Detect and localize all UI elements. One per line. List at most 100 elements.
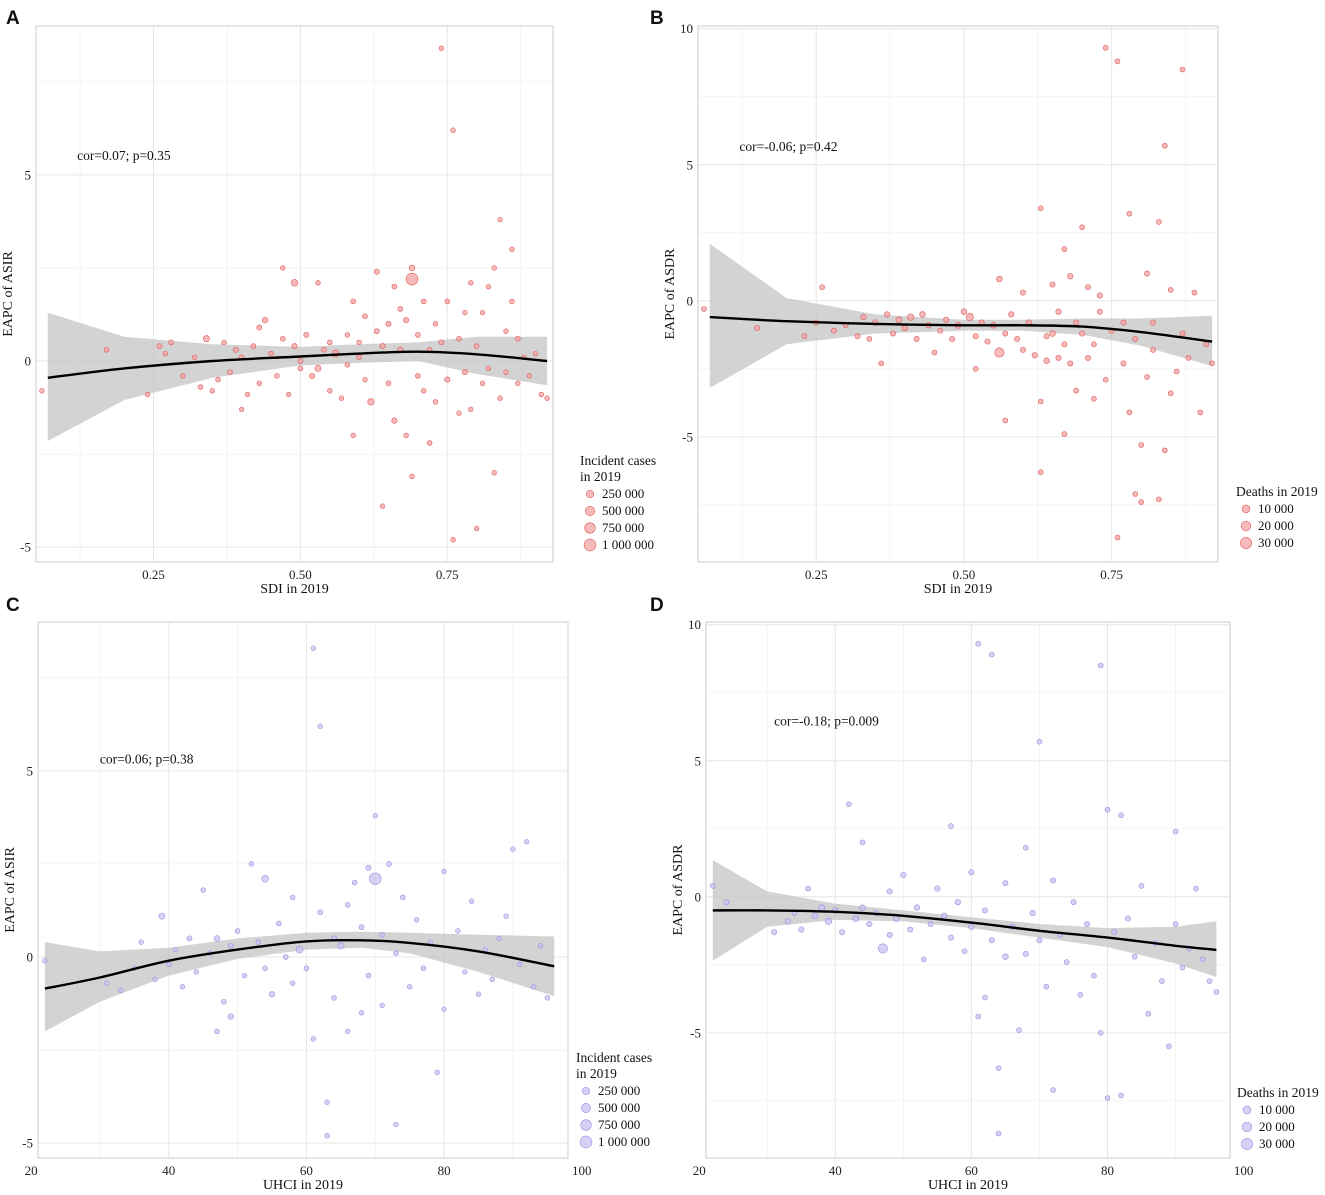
panel-d-data-point <box>1206 978 1213 984</box>
panel-c-data-point <box>186 935 193 942</box>
panel-c-data-point <box>193 969 199 975</box>
panel-b-data-point <box>965 313 974 322</box>
panel-d-data-point <box>941 912 948 919</box>
panel-a-data-point <box>39 388 45 394</box>
panel-c-data-point <box>317 723 323 729</box>
panel-a-legend-label: 750 000 <box>602 520 644 535</box>
panel-b-data-point <box>960 308 968 315</box>
panel-letter-c: C <box>6 595 20 616</box>
panel-b-data-point <box>972 366 979 372</box>
panel-a-legend-key <box>585 506 595 516</box>
panel-d-x-tick-label: 80 <box>1101 1163 1114 1178</box>
panel-a-data-point <box>344 332 351 338</box>
panel-c-data-point <box>276 920 282 927</box>
panel-c-data-point <box>496 935 502 942</box>
panel-a-data-point <box>367 398 375 406</box>
panel-d-data-point <box>982 907 988 914</box>
panel-a-data-point <box>450 537 456 543</box>
panel-a-legend-label: 500 000 <box>602 503 644 518</box>
panel-c-data-point <box>117 987 124 994</box>
panel-a-y-tick-label: -5 <box>20 540 31 555</box>
panel-a-data-point <box>497 216 503 223</box>
panel-c-data-point <box>379 931 385 938</box>
panel-d-data-point <box>989 651 995 658</box>
panel-c-data-point <box>295 945 304 954</box>
panel-c-data-point <box>262 965 268 971</box>
panel-b-data-point <box>1085 354 1091 361</box>
panel-b-y-tick-label: 0 <box>687 293 694 308</box>
panel-d-data-point <box>1063 959 1070 965</box>
panel-d-correlation-annotation: cor=-0.18; p=0.009 <box>774 713 879 728</box>
panel-d-data-point <box>866 920 873 928</box>
panel-a-data-point <box>356 339 362 346</box>
panel-c-data-point <box>303 965 310 971</box>
panel-d-data-point <box>886 931 893 938</box>
panel-b-data-point <box>949 335 956 342</box>
panel-d-frame <box>705 621 1231 1159</box>
panel-d-y-axis-title: EAPC of ASDR <box>671 844 686 936</box>
panel-b-data-point <box>1179 66 1186 73</box>
panel-a-data-point <box>250 343 257 349</box>
panel-letter-d: D <box>650 595 664 616</box>
panel-b-data-point <box>830 327 837 334</box>
panel-c-legend-label: 250 000 <box>598 1083 640 1098</box>
panel-d-data-point <box>839 929 846 936</box>
panel-a-x-axis-title: SDI in 2019 <box>260 582 328 597</box>
panel-c-data-point <box>221 998 227 1005</box>
panel-c-data-point <box>537 943 544 949</box>
panel-b-data-point <box>1055 354 1062 361</box>
panel-c-data-point <box>455 928 461 934</box>
panel-d-data-point <box>824 917 833 925</box>
panel-d-data-point <box>1036 937 1043 944</box>
panel-b-data-point <box>1185 355 1192 361</box>
panel-c-data-point <box>407 984 413 990</box>
panel-a-data-point <box>297 358 304 364</box>
panel-c-legend-title: in 2019 <box>576 1066 617 1081</box>
panel-b-data-point <box>1043 357 1050 364</box>
panel-c-data-point <box>255 939 262 945</box>
panel-a-data-point <box>397 306 404 312</box>
panel-a-data-point <box>350 432 356 439</box>
panel-d-data-point <box>927 921 934 927</box>
panel-c-data-point <box>351 879 358 886</box>
panel-b-data-point <box>1014 335 1021 342</box>
panel-c-x-tick-label: 60 <box>300 1163 313 1178</box>
panel-b-data-point <box>1085 284 1091 291</box>
panel-b-data-point <box>1049 281 1056 288</box>
panel-a-data-point <box>491 470 497 476</box>
panel-b-x-tick-label: 0.25 <box>805 567 828 582</box>
panel-a-smooth-line <box>47 350 548 379</box>
panel-d-y-tick-label: -5 <box>690 1025 701 1040</box>
panel-a-data-point <box>221 339 227 346</box>
panel-b-data-point <box>1144 270 1151 277</box>
panel-c-data-point <box>517 961 523 968</box>
panel-a-frame <box>35 25 554 563</box>
panel-d-legend-key <box>1241 1138 1253 1150</box>
panel-b-data-point <box>1167 287 1174 293</box>
panel-d-data-point <box>723 899 730 906</box>
panel-b-data-point <box>1037 469 1044 475</box>
panel-d-data-point <box>975 641 981 647</box>
panel-d-data-point <box>771 929 778 936</box>
panel-b: B 0.25 0.50 0.75 -5 0 5 10 cor=-0.06; p=0.42 S… <box>650 8 1318 597</box>
panel-c-legend-label: 1 000 000 <box>598 1134 650 1149</box>
panel-d-smooth-line <box>712 909 1217 952</box>
panel-b-data-point <box>895 316 903 324</box>
panel-a-data-point <box>144 391 151 398</box>
panel-a-data-point <box>297 365 304 372</box>
panel-c-data-point <box>227 1013 234 1020</box>
panel-a-x-tick-label: 0.50 <box>289 567 312 582</box>
panel-d-data-point <box>818 904 826 912</box>
panel-b-data-point <box>1191 289 1198 296</box>
panel-b-data-point <box>860 314 867 321</box>
panel-a-data-point <box>415 373 421 379</box>
panel-a-data-point <box>473 343 480 349</box>
panel-letter-b: B <box>650 8 664 29</box>
panel-b-data-point <box>1162 142 1168 149</box>
panel-a-data-point <box>350 298 356 305</box>
panel-a-legend-key <box>583 538 597 552</box>
panel-a-data-point <box>327 388 333 394</box>
panel-a-data-point <box>538 391 544 398</box>
panel-c-data-point <box>268 991 276 998</box>
